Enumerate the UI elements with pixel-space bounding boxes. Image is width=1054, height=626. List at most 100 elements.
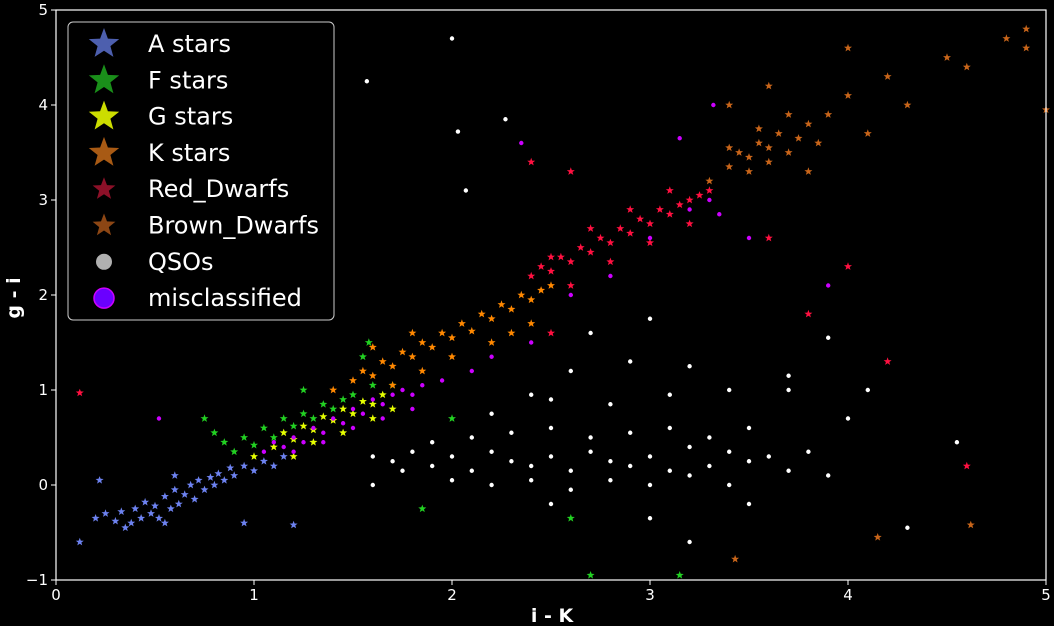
series-misclassified [156,102,831,454]
point-6-53 [746,501,752,507]
point-5-9 [764,157,773,166]
point-7-26 [568,292,573,298]
point-4-16 [685,195,694,204]
legend-label: G stars [148,103,233,131]
point-2-1 [279,428,288,437]
point-0-26 [230,471,239,479]
data-points [75,24,1050,579]
point-5-8 [804,119,813,128]
point-6-14 [647,454,653,459]
point-5-25 [903,100,912,109]
point-1-20 [566,514,575,522]
legend-label: misclassified [148,284,302,312]
point-1-17 [358,352,367,361]
point-0-36 [170,471,179,479]
point-0-33 [240,518,249,527]
point-4-24 [586,224,595,232]
legend-label: A stars [148,30,231,58]
point-0-19 [194,476,203,484]
x-tick-label: 5 [1041,586,1051,604]
point-1-11 [319,400,328,408]
point-6-60 [905,525,910,530]
point-0-37 [279,452,288,460]
point-3-3 [368,371,377,380]
point-5-28 [844,43,852,52]
point-6-9 [548,454,554,459]
point-6-7 [509,459,514,464]
point-4-25 [626,205,635,213]
point-1-14 [349,390,357,399]
point-3-9 [428,343,437,351]
point-7-33 [826,283,831,288]
point-6-66 [529,392,534,397]
point-7-28 [647,235,653,241]
point-6-18 [727,449,732,454]
point-4-33 [804,309,813,318]
point-3-21 [418,366,427,375]
point-7-29 [687,207,692,212]
point-6-44 [727,387,732,393]
point-0-5 [127,518,136,527]
point-7-17 [291,449,296,454]
point-7-31 [717,212,722,217]
y-tick-label: 3 [38,191,48,209]
point-0-24 [220,476,229,484]
point-7-7 [331,416,336,421]
series-brown-dwarfs [705,24,1050,563]
point-4-5 [576,243,585,251]
point-7-12 [380,402,385,407]
legend-marker-3 [88,136,120,166]
point-4-15 [675,200,684,209]
point-7-25 [529,340,534,345]
point-3-17 [507,305,516,313]
point-7-16 [420,383,425,388]
point-6-26 [548,425,554,431]
y-tick-label: 4 [38,96,48,114]
point-7-0 [261,449,267,454]
point-3-7 [408,352,417,361]
point-2-14 [339,428,348,437]
point-7-10 [360,411,366,416]
point-7-19 [350,425,356,431]
point-4-6 [586,248,595,256]
point-4-4 [566,257,575,266]
legend-label: F stars [148,66,228,94]
point-5-24 [863,129,872,137]
point-4-9 [616,224,625,232]
point-2-3 [299,421,308,430]
point-6-25 [509,430,514,435]
point-0-15 [174,499,183,508]
point-6-52 [647,516,653,521]
point-6-68 [400,468,405,473]
point-7-35 [677,136,682,141]
point-3-0 [329,385,338,394]
point-6-57 [455,129,461,134]
point-3-11 [448,333,456,342]
point-7-18 [321,440,326,445]
point-5-13 [824,110,833,118]
point-6-48 [687,364,692,369]
point-3-25 [527,319,536,327]
point-6-42 [608,402,613,407]
point-1-21 [586,571,595,579]
point-0-16 [180,490,189,498]
point-2-10 [368,400,377,408]
point-3-14 [477,309,486,318]
point-7-9 [350,406,356,412]
point-0-0 [75,537,84,546]
point-6-33 [489,482,494,488]
point-7-23 [469,368,474,374]
legend-box [67,21,335,321]
point-1-2 [230,447,239,456]
point-5-33 [764,81,773,90]
legend-marker-4 [92,177,116,199]
point-5-29 [966,520,975,529]
point-2-5 [319,412,328,420]
point-3-12 [457,319,466,327]
series-red-dwarfs [75,157,971,470]
point-7-22 [439,378,445,383]
point-1-8 [289,421,298,430]
point-7-13 [390,392,395,397]
point-4-8 [606,238,615,247]
point-4-11 [636,214,645,223]
